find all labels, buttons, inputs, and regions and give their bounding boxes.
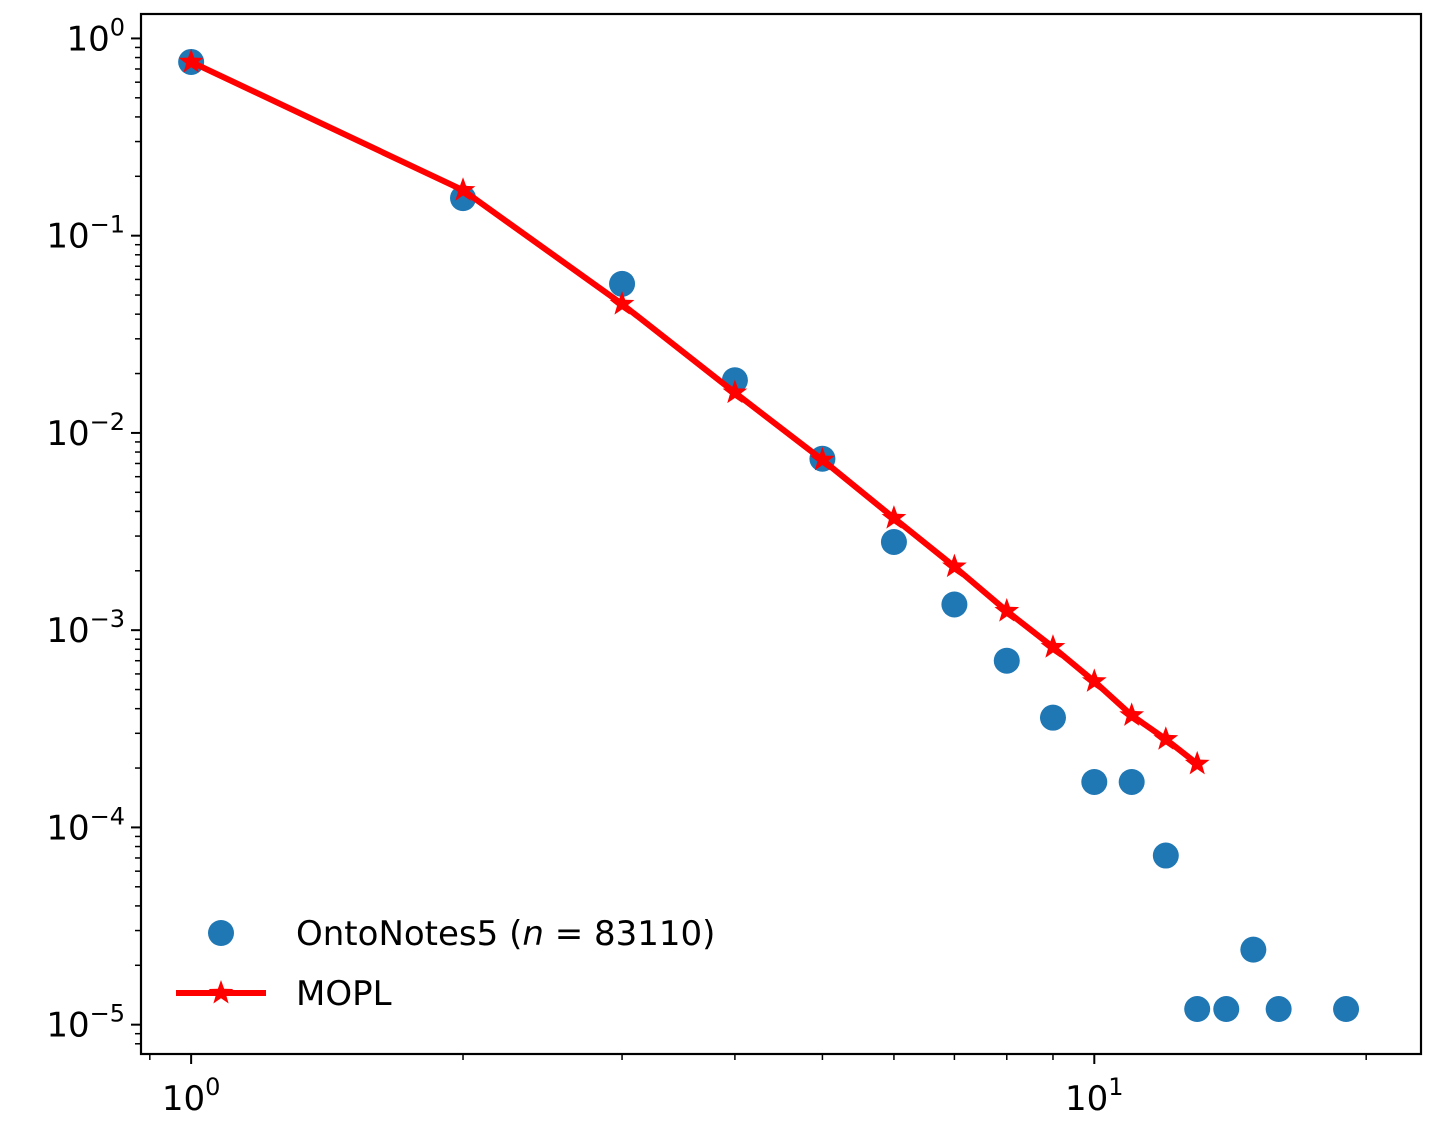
star-marker — [810, 446, 835, 471]
plot-frame — [139, 12, 1423, 1056]
data-point — [1039, 704, 1066, 731]
data-point — [1081, 768, 1108, 795]
star-marker — [1119, 702, 1145, 726]
legend-marker-mopl — [208, 980, 234, 1004]
data-point — [609, 270, 636, 297]
y-tick-label: 10−3 — [46, 605, 125, 651]
plot-area — [178, 48, 1360, 1023]
y-tick-label: 10−2 — [46, 408, 125, 454]
legend-marker-ontonotes5 — [208, 920, 234, 946]
star-marker — [1040, 634, 1066, 658]
star-marker — [994, 598, 1020, 622]
star-marker — [609, 291, 635, 315]
x-tick-label: 100 — [162, 1073, 221, 1119]
legend-label-mopl: MOPL — [296, 974, 392, 1014]
y-tick-label: 10−5 — [46, 1000, 125, 1046]
star-marker — [450, 177, 476, 201]
star-marker — [722, 379, 748, 404]
data-point — [1213, 996, 1240, 1023]
legend-label-ontonotes5: OntoNotes5 (n = 83110) — [296, 914, 715, 954]
axes: 100 101 100 10−1 10−2 10−3 10−4 10−5 — [46, 12, 1423, 1119]
star-marker — [881, 505, 907, 529]
data-point — [1184, 996, 1211, 1023]
data-point — [1240, 936, 1267, 963]
x-tick-label: 101 — [1065, 1073, 1124, 1119]
star-marker — [1153, 726, 1179, 750]
legend: OntoNotes5 (n = 83110) MOPL — [176, 914, 715, 1014]
data-point — [993, 647, 1020, 674]
y-tick-label: 10−4 — [46, 802, 125, 848]
y-tick-label: 100 — [66, 13, 125, 59]
y-tick-label: 10−1 — [46, 211, 125, 257]
data-point — [1333, 996, 1360, 1023]
star-marker — [1081, 668, 1107, 692]
data-point — [941, 591, 968, 618]
data-point — [880, 528, 907, 555]
star-marker — [1184, 750, 1210, 775]
series-line-mopl — [189, 59, 1200, 767]
data-point — [1118, 768, 1145, 795]
data-point — [1265, 996, 1292, 1023]
data-point — [1152, 842, 1179, 869]
star-marker — [178, 48, 204, 73]
star-marker — [942, 553, 967, 578]
